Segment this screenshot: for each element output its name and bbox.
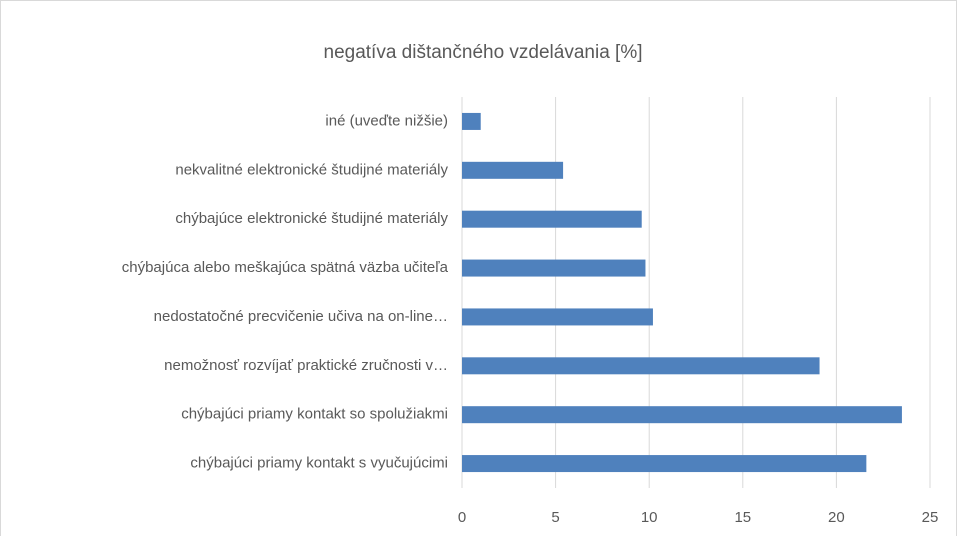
y-tick-label: chýbajúci priamy kontakt so spolužiakmi xyxy=(181,406,448,423)
bar xyxy=(462,259,646,277)
x-tick-label: 15 xyxy=(734,509,751,526)
bar xyxy=(462,161,564,179)
y-tick-label: chýbajúci priamy kontakt s vyučujúcimi xyxy=(190,455,448,472)
bar xyxy=(462,210,642,228)
x-tick-label: 0 xyxy=(458,509,466,526)
bar xyxy=(462,406,902,424)
y-tick-label: nedostatočné precvičenie učiva na on-lin… xyxy=(154,308,448,325)
x-tick-label: 10 xyxy=(641,509,658,526)
bar xyxy=(462,455,867,473)
x-tick-label: 25 xyxy=(922,509,939,526)
bar xyxy=(462,308,653,326)
x-tick-label: 5 xyxy=(551,509,559,526)
y-tick-label: nemožnosť rozvíjať praktické zručnosti v… xyxy=(164,357,448,374)
bar xyxy=(462,112,481,130)
y-tick-label: chýbajúca alebo meškajúca spätná väzba u… xyxy=(122,259,449,276)
x-tick-label: 20 xyxy=(828,509,845,526)
chart-title: negatíva dištančného vzdelávania [%] xyxy=(324,42,643,63)
y-tick-label: nekvalitné elektronické študijné materiá… xyxy=(175,161,448,178)
y-tick-label: chýbajúce elektronické študijné materiál… xyxy=(175,210,448,227)
bar xyxy=(462,357,820,375)
y-tick-label: iné (uveďte nižšie) xyxy=(325,112,448,129)
